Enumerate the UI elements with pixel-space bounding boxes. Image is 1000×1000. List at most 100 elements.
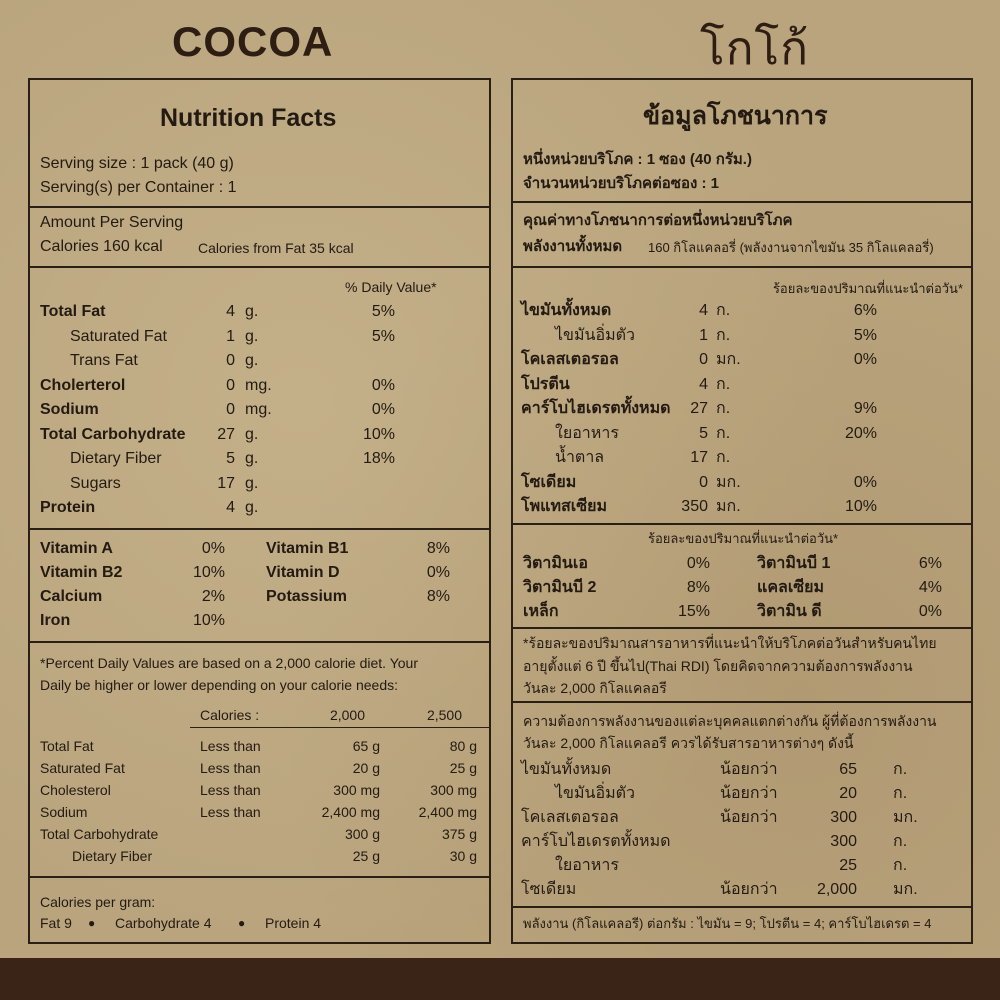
nutrient-amount: 1 <box>226 327 235 345</box>
vitamin-name: Vitamin B2 <box>40 564 123 581</box>
reference-2500: 80 g <box>449 738 477 754</box>
footnote-line: อายุตั้งแต่ 6 ปี ขึ้นไป(Thai RDI) โดยคิด… <box>523 658 913 674</box>
nutrient-name: คาร์โบไฮเดรตทั้งหมด <box>521 400 671 417</box>
nutrient-daily-value: 5% <box>853 326 877 344</box>
vitamin-name: Vitamin D <box>266 564 340 581</box>
vitamin-name: วิตามินบี 2 <box>523 579 597 596</box>
requirement-name: ใยอาหาร <box>555 857 619 874</box>
requirement-value: 25 <box>839 857 857 874</box>
nutrient-amount: 0 <box>699 351 708 368</box>
nutrient-daily-value: 5% <box>371 327 395 345</box>
vitamin-pct: 0% <box>426 564 450 581</box>
cal-fat: Fat 9 <box>40 915 72 931</box>
amount-per-serving: Amount Per Serving <box>40 214 184 231</box>
requirement-name: โคเลสเตอรอล <box>521 809 619 826</box>
nutrient-daily-value: 20% <box>844 424 877 442</box>
nutrient-name: Total Carbohydrate <box>40 425 186 443</box>
nutrient-daily-value: 6% <box>853 302 877 319</box>
nutrient-name: โพแทสเซียม <box>521 498 608 515</box>
vitamin-name: Vitamin A <box>40 540 113 557</box>
reference-2000: 25 g <box>352 848 380 864</box>
vitamin-pct: 6% <box>918 555 942 572</box>
nutrient-daily-value: 5% <box>371 303 395 320</box>
nutrient-amount: 5 <box>699 424 708 442</box>
nutrient-amount: 27 <box>690 400 708 417</box>
nutrient-amount: 350 <box>681 498 708 515</box>
vitamin-name: Vitamin B1 <box>266 540 349 557</box>
nutrient-name: Protein <box>40 499 96 516</box>
nutrient-daily-value: 0% <box>371 401 395 418</box>
reference-2000: 20 g <box>352 760 380 776</box>
nutrient-unit: g. <box>245 327 259 345</box>
divider <box>30 528 489 530</box>
reference-2500: 30 g <box>449 848 477 864</box>
requirement-value: 300 <box>830 833 857 850</box>
daily-value-header: % Daily Value* <box>345 279 437 295</box>
divider <box>190 727 489 728</box>
vitamin-pct: 10% <box>192 564 225 581</box>
requirement-name: โซเดียม <box>521 881 577 898</box>
requirement-name: คาร์โบไฮเดรตทั้งหมด <box>521 833 671 850</box>
calories: Calories 160 kcal <box>40 238 163 255</box>
nutrient-name: ไขมันอิ่มตัว <box>555 326 635 344</box>
per-serving: คุณค่าทางโภชนาการต่อหนึ่งหน่วยบริโภค <box>523 212 793 229</box>
nutrient-daily-value: 0% <box>853 473 877 491</box>
requirement-qualifier: น้อยกว่า <box>720 881 778 898</box>
nutrient-amount: 5 <box>226 450 235 467</box>
reference-name: Sodium <box>40 804 88 820</box>
nutrient-name: โคเลสเตอรอล <box>521 351 619 368</box>
nutrient-amount: 4 <box>699 375 708 393</box>
nutrient-amount: 0 <box>699 473 708 491</box>
reference-name: Dietary Fiber <box>72 848 153 864</box>
nutrient-unit: g. <box>245 474 259 492</box>
vitamin-name: Iron <box>40 612 71 629</box>
vitamin-pct: 8% <box>426 540 450 557</box>
nutrient-unit: ก. <box>716 449 731 466</box>
nutrient-daily-value: 0% <box>853 351 877 368</box>
nutrient-unit: g. <box>245 425 259 443</box>
reference-qualifier: Less than <box>200 760 261 776</box>
vitamin-header: ร้อยละของปริมาณที่แนะนำต่อวัน* <box>648 531 839 546</box>
vitamin-pct: 4% <box>918 579 942 596</box>
requirement-qualifier: น้อยกว่า <box>720 809 778 826</box>
nutrient-name: น้ำตาล <box>555 449 605 466</box>
nutrient-name: โปรตีน <box>521 375 570 393</box>
footnote-line: *ร้อยละของปริมาณสารอาหารที่แนะนำให้บริโภ… <box>523 635 937 651</box>
brand-english: COCOA <box>172 18 334 65</box>
requirement-qualifier: น้อยกว่า <box>720 761 778 778</box>
reference-2000: 300 mg <box>333 782 380 798</box>
reference-2500: 375 g <box>441 826 477 842</box>
nutrient-unit: ก. <box>716 424 731 442</box>
vitamin-pct: 0% <box>686 555 710 572</box>
reference-2500: 300 mg <box>430 782 477 798</box>
reference-qualifier: Less than <box>200 738 261 754</box>
requirement-value: 65 <box>839 761 857 778</box>
nutrient-amount: 1 <box>699 326 708 344</box>
nutrient-unit: g. <box>245 499 259 516</box>
nutrition-facts-panel-thai: ข้อมูลโภชนาการ หนึ่งหน่วยบริโภค : 1 ซอง … <box>511 78 973 944</box>
nutrient-unit: g. <box>245 450 259 467</box>
vitamin-name: Potassium <box>266 588 347 605</box>
calories-from-fat: Calories from Fat 35 kcal <box>198 240 354 256</box>
nutrient-unit: mg. <box>245 376 272 394</box>
vitamin-pct: 0% <box>918 603 942 620</box>
divider <box>30 876 489 878</box>
requirement-unit: ก. <box>893 833 908 850</box>
servings-per-container: Serving(s) per Container : 1 <box>40 179 237 196</box>
vitamin-name: วิตามินบี 1 <box>757 555 831 572</box>
divider <box>513 523 971 525</box>
reference-name: Saturated Fat <box>40 760 125 776</box>
vitamin-name: แคลเซียม <box>757 579 825 596</box>
requirement-value: 300 <box>830 809 857 826</box>
nutrient-amount: 17 <box>690 449 708 466</box>
nutrient-unit: มก. <box>716 473 741 491</box>
nutrient-name: ใยอาหาร <box>555 424 619 442</box>
nutrient-name: Cholerterol <box>40 376 126 394</box>
footnote-line: วันละ 2,000 กิโลแคลอรี <box>523 680 667 696</box>
footnote-line: *Percent Daily Values are based on a 2,0… <box>40 655 418 671</box>
nutrient-name: Trans Fat <box>70 352 138 369</box>
nutrient-unit: g. <box>245 303 259 320</box>
nutrient-name: ไขมันทั้งหมด <box>521 302 612 319</box>
reference-2500: 2,400 mg <box>418 804 477 820</box>
reference-2000: 300 g <box>344 826 380 842</box>
